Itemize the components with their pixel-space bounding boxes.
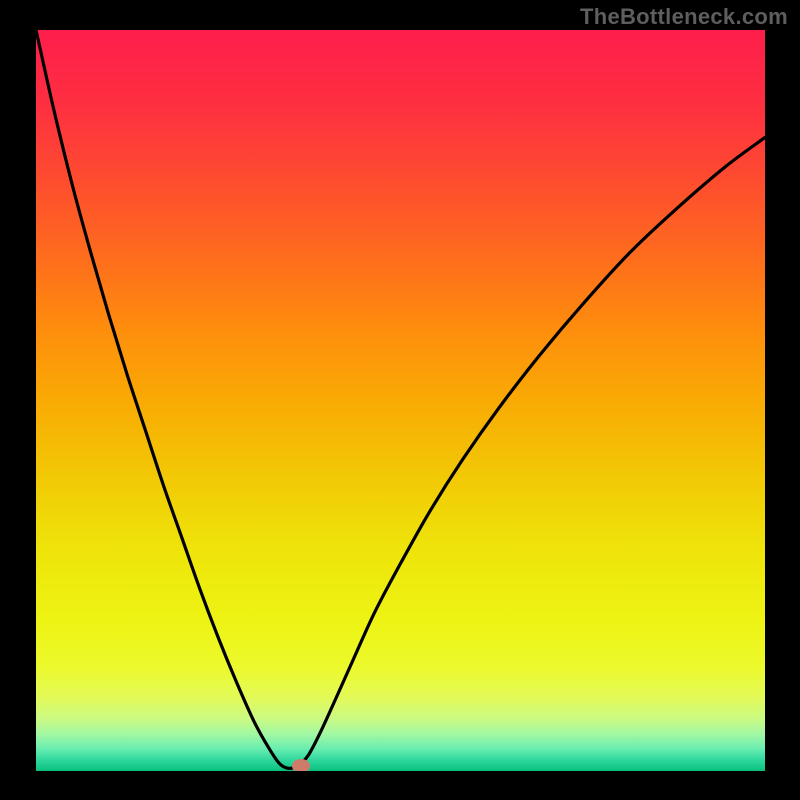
plot-area [36, 30, 765, 771]
bottleneck-curve [36, 30, 765, 768]
minimum-marker [292, 759, 310, 771]
curve-svg [36, 30, 765, 771]
chart-container: TheBottleneck.com [0, 0, 800, 800]
watermark-text: TheBottleneck.com [580, 4, 788, 30]
